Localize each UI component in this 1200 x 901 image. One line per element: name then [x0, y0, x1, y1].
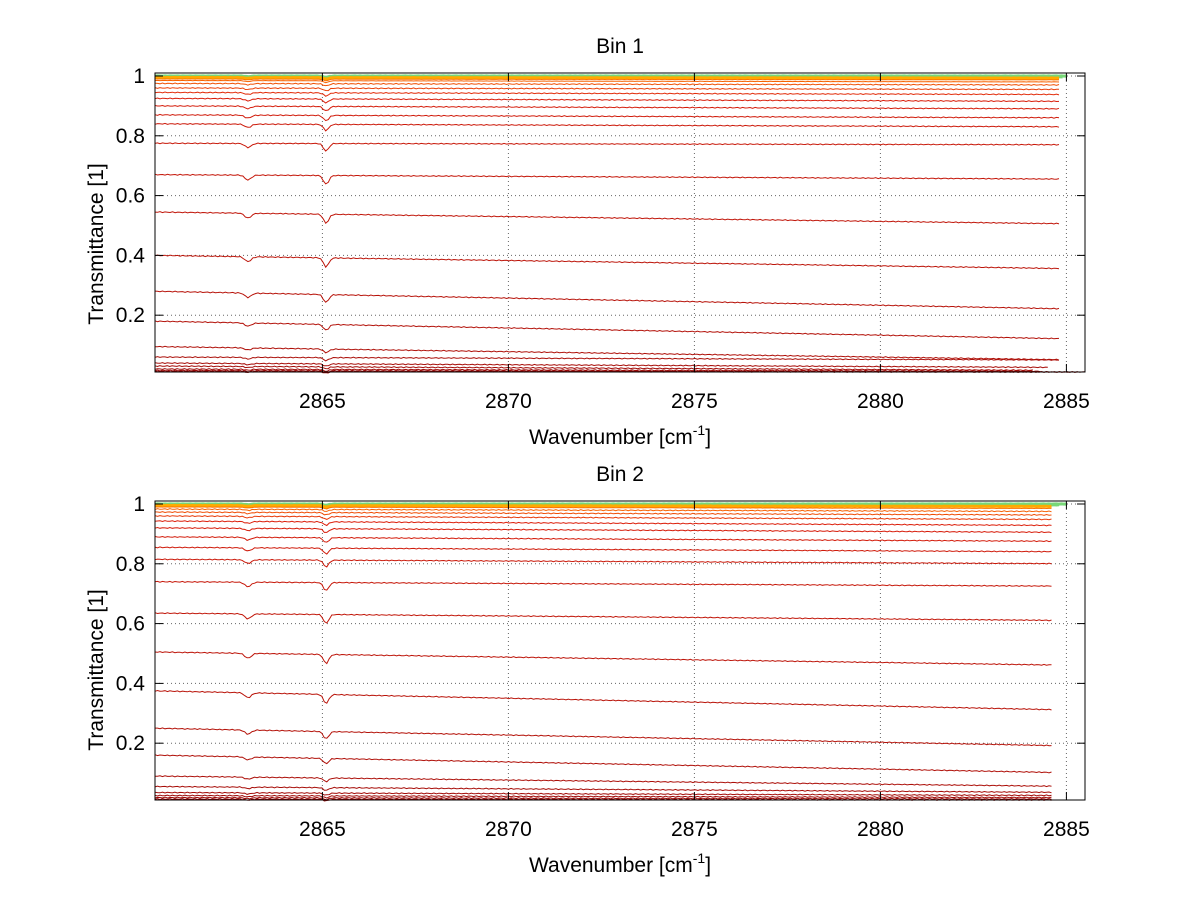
ticks: 2865 2870 2875 2880 2885 0.2 0.4 0.6 0.8 1 — [116, 493, 1090, 841]
x-tick-label: 2885 — [1043, 390, 1090, 413]
x-axis-label: Wavenumber [cm-1] — [529, 422, 711, 449]
series-line — [155, 78, 1060, 82]
x-tick-label: 2875 — [671, 818, 718, 841]
series-line — [154, 97, 1060, 104]
y-tick-label: 1 — [133, 493, 145, 516]
grid-lines — [155, 501, 1085, 800]
series-line — [154, 515, 1052, 521]
y-axis-label: Transmittance [1] — [85, 163, 108, 324]
x-tick-label: 2885 — [1043, 818, 1090, 841]
y-axis-label: Transmittance [1] — [85, 589, 108, 750]
x-tick-label: 2875 — [671, 390, 718, 413]
ticks: 2865 2870 2875 2880 2885 0.2 0.4 0.6 0.8 1 — [116, 65, 1090, 413]
x-axis-label-main: Wavenumber [cm — [529, 854, 693, 877]
y-tick-label: 0.4 — [116, 672, 146, 695]
series-line — [154, 503, 1052, 509]
series-line — [154, 526, 1052, 534]
series-line — [154, 535, 1052, 543]
series-line — [154, 82, 1060, 87]
x-tick-label: 2870 — [485, 818, 532, 841]
series-line — [154, 520, 1052, 527]
x-axis-label: Wavenumber [cm-1] — [529, 850, 711, 877]
series-line — [154, 122, 1060, 132]
series-group — [154, 502, 1067, 802]
series-line — [154, 290, 1060, 310]
series-line — [154, 356, 1059, 362]
series-line — [154, 511, 1052, 516]
series-line — [155, 727, 1052, 747]
series-line — [154, 345, 1060, 361]
y-tick-label: 0.4 — [116, 244, 146, 267]
y-tick-label: 0.8 — [116, 125, 145, 148]
series-line — [154, 785, 1052, 794]
series-line — [154, 104, 1060, 112]
axes-frame — [154, 500, 1086, 801]
series-line — [155, 506, 1052, 510]
series-line — [154, 211, 1060, 225]
x-axis-label-end: ] — [705, 854, 711, 877]
series-line — [154, 320, 1060, 340]
x-tick-label: 2865 — [299, 390, 346, 413]
series-line — [154, 87, 1060, 92]
series-line — [154, 254, 1060, 270]
series-line — [154, 754, 1052, 774]
y-tick-label: 0.2 — [116, 304, 145, 327]
series-line — [154, 362, 1048, 369]
y-tick-label: 0.6 — [116, 613, 145, 636]
series-line — [154, 508, 1052, 513]
series-line — [154, 91, 1060, 97]
series-line — [154, 79, 1060, 84]
axes-frame — [154, 72, 1086, 373]
plot-title: Bin 1 — [596, 35, 644, 58]
series-line — [154, 113, 1060, 122]
x-axis-label-end: ] — [705, 426, 711, 449]
y-tick-label: 0.8 — [116, 553, 145, 576]
plot-bin-1: Bin 1 Transmittance [1] Wavenumber [cm-1… — [85, 35, 1090, 449]
series-line — [154, 775, 1052, 788]
x-tick-label: 2870 — [485, 390, 532, 413]
series-line — [154, 142, 1060, 152]
series-line — [154, 365, 1033, 372]
y-tick-label: 0.2 — [116, 732, 145, 755]
series-line — [154, 689, 1052, 711]
plot-title: Bin 2 — [596, 463, 644, 486]
x-tick-label: 2880 — [857, 818, 904, 841]
x-axis-label-main: Wavenumber [cm — [529, 426, 693, 449]
series-line — [154, 546, 1052, 555]
y-tick-label: 0.6 — [116, 185, 145, 208]
series-line — [154, 173, 1060, 185]
series-line — [154, 794, 1052, 799]
x-axis-label-exponent: -1 — [693, 422, 706, 438]
x-tick-label: 2865 — [299, 818, 346, 841]
plot-bin-2: Bin 2 Transmittance [1] Wavenumber [cm-1… — [85, 463, 1090, 877]
series-line — [154, 75, 1060, 81]
x-tick-label: 2880 — [857, 390, 904, 413]
series-line — [154, 558, 1052, 568]
series-line — [154, 651, 1052, 666]
series-line — [154, 580, 1052, 591]
y-tick-label: 1 — [133, 65, 145, 88]
series-line — [154, 791, 1052, 797]
series-line — [154, 612, 1052, 624]
x-axis-label-exponent: -1 — [693, 850, 706, 866]
series-group — [154, 74, 1086, 374]
